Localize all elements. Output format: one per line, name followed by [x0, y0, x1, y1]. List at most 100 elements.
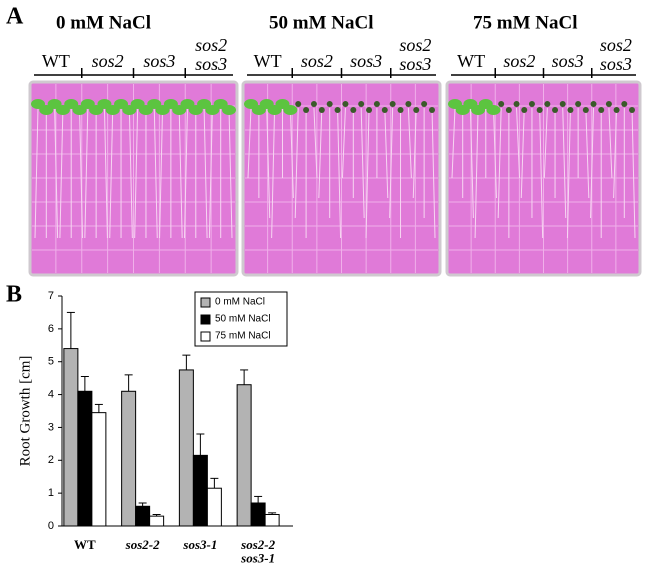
seedling	[429, 107, 435, 113]
root	[384, 107, 389, 199]
root	[159, 107, 164, 239]
y-tick-label: 6	[48, 323, 54, 335]
bar	[206, 487, 222, 527]
root	[431, 107, 436, 239]
root	[516, 107, 521, 179]
seedling	[310, 101, 317, 107]
root	[103, 107, 108, 239]
root	[492, 107, 497, 199]
seedling	[505, 107, 512, 113]
legend-swatch	[200, 297, 211, 308]
genotype-label: WT	[42, 51, 70, 71]
seedling	[552, 107, 559, 113]
y-tick-label: 4	[48, 388, 54, 400]
seedling	[590, 101, 597, 107]
seedling	[544, 101, 551, 107]
legend-label: 50 mM NaCl	[215, 314, 271, 325]
genotype-label: sos3	[143, 51, 175, 71]
root	[54, 107, 59, 239]
seedling	[613, 107, 620, 113]
seedling	[358, 101, 365, 107]
seedling	[373, 101, 380, 107]
bar	[149, 515, 165, 527]
seedling	[342, 101, 349, 107]
bar	[91, 412, 107, 527]
genotype-label: sos2	[301, 51, 333, 71]
seedling	[486, 105, 501, 115]
genotype-label: sos2 sos3	[600, 35, 632, 74]
seedling	[498, 101, 505, 107]
root	[407, 107, 412, 179]
root	[566, 107, 571, 239]
bar	[178, 369, 194, 527]
root	[337, 107, 342, 239]
seedling	[413, 107, 420, 113]
seedling	[521, 107, 528, 113]
root	[389, 107, 394, 219]
root	[313, 107, 318, 179]
plate-title: 0 mM NaCl	[56, 12, 151, 33]
root	[134, 107, 139, 239]
genotype-label: sos3	[350, 51, 382, 71]
seedling	[559, 101, 566, 107]
root	[153, 107, 158, 239]
root	[34, 107, 39, 239]
root	[469, 107, 474, 219]
root	[109, 107, 114, 239]
root	[294, 107, 299, 219]
y-tick-label: 0	[48, 520, 54, 532]
root	[341, 107, 346, 179]
root	[289, 107, 294, 199]
root	[208, 107, 213, 239]
root	[539, 107, 544, 239]
y-tick-label: 5	[48, 356, 54, 368]
root	[451, 107, 456, 179]
y-axis-label: Root Growth [cm]	[17, 356, 33, 467]
genotype-label: sos2 sos3	[195, 35, 227, 74]
bar	[192, 454, 208, 527]
seedling	[303, 107, 310, 113]
root	[497, 107, 502, 219]
bar	[63, 348, 79, 527]
seedling	[283, 105, 298, 115]
seedling	[567, 107, 574, 113]
seedling	[222, 105, 236, 115]
root	[247, 107, 252, 179]
bar	[236, 384, 252, 527]
root	[79, 107, 84, 239]
bar	[135, 505, 151, 527]
seedling	[318, 107, 325, 113]
x-tick-label: sos3-1	[182, 537, 217, 552]
panel-label: A	[6, 4, 24, 30]
root	[562, 107, 567, 219]
seedling	[350, 107, 357, 113]
root	[631, 107, 636, 239]
y-tick-label: 1	[48, 487, 54, 499]
plate-title: 75 mM NaCl	[473, 12, 577, 33]
seedling	[629, 107, 635, 113]
root	[178, 107, 183, 239]
seedling	[334, 107, 341, 113]
root	[183, 107, 188, 239]
root	[318, 107, 323, 199]
bar	[121, 390, 137, 527]
root	[613, 107, 618, 199]
genotype-label: sos2	[503, 51, 535, 71]
panel-label: B	[6, 282, 22, 308]
bar	[250, 502, 266, 527]
seedling	[513, 101, 520, 107]
root	[128, 107, 133, 239]
root	[266, 107, 271, 219]
root	[59, 107, 64, 239]
root	[585, 107, 590, 199]
seedling	[405, 101, 412, 107]
root	[543, 107, 548, 179]
seedling	[528, 101, 535, 107]
seedling	[621, 101, 628, 107]
y-tick-label: 2	[48, 454, 54, 466]
x-tick-label: sos2-2	[125, 537, 160, 552]
root	[608, 107, 613, 179]
root	[365, 107, 370, 239]
genotype-label: sos3	[552, 51, 584, 71]
